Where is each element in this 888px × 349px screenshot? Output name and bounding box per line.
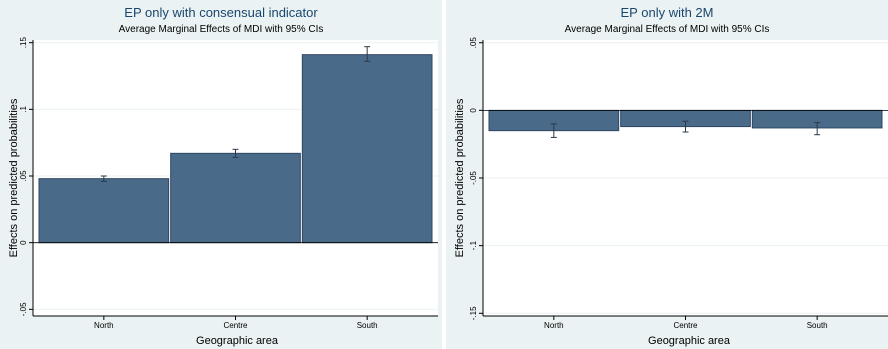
bar [170, 152, 301, 244]
y-tick-label: 0 [19, 240, 28, 245]
y-tick-label: -.05 [19, 302, 28, 316]
y-tick-label: -.05 [469, 171, 478, 185]
plot-area: North Centre South -.15 -.1 -.05 0 .05 [469, 37, 888, 330]
y-axis-title: Effects on predicted probabilities [454, 98, 466, 257]
y-tick-label: -.1 [469, 240, 478, 250]
x-tick-label: South [357, 321, 378, 330]
chart-subtitle: Average Marginal Effects of MDI with 95%… [119, 24, 324, 35]
x-axis-title: Geographic area [196, 335, 279, 347]
y-tick-label: -.15 [469, 306, 478, 320]
bar [38, 178, 170, 244]
x-tick-label: Centre [223, 321, 248, 330]
chart-title: EP only with 2M [621, 5, 714, 20]
y-tick-label: 0 [469, 108, 478, 113]
y-tick-label: .05 [19, 170, 28, 182]
x-axis-title: Geographic area [648, 335, 731, 347]
bar [301, 54, 433, 244]
plot-area: North Centre South -.05 0 .05 .1 .15 [19, 37, 438, 330]
chart-title: EP only with consensual indicator [124, 5, 318, 20]
chart-right-svg: EP only with 2M Average Marginal Effects… [454, 5, 888, 347]
chart-panel-left: EP only with consensual indicator Averag… [0, 0, 442, 349]
y-tick-label: .1 [19, 105, 28, 112]
y-axis-title: Effects on predicted probabilities [8, 98, 20, 257]
chart-subtitle: Average Marginal Effects of MDI with 95%… [565, 24, 770, 35]
x-tick-label: North [544, 321, 564, 330]
y-tick-label: .05 [469, 37, 478, 49]
chart-panel-right: EP only with 2M Average Marginal Effects… [446, 0, 888, 349]
y-tick-label: .15 [19, 37, 28, 49]
x-tick-label: South [807, 321, 828, 330]
x-tick-label: North [94, 321, 114, 330]
chart-left-svg: EP only with consensual indicator Averag… [8, 5, 438, 347]
x-tick-label: Centre [673, 321, 698, 330]
